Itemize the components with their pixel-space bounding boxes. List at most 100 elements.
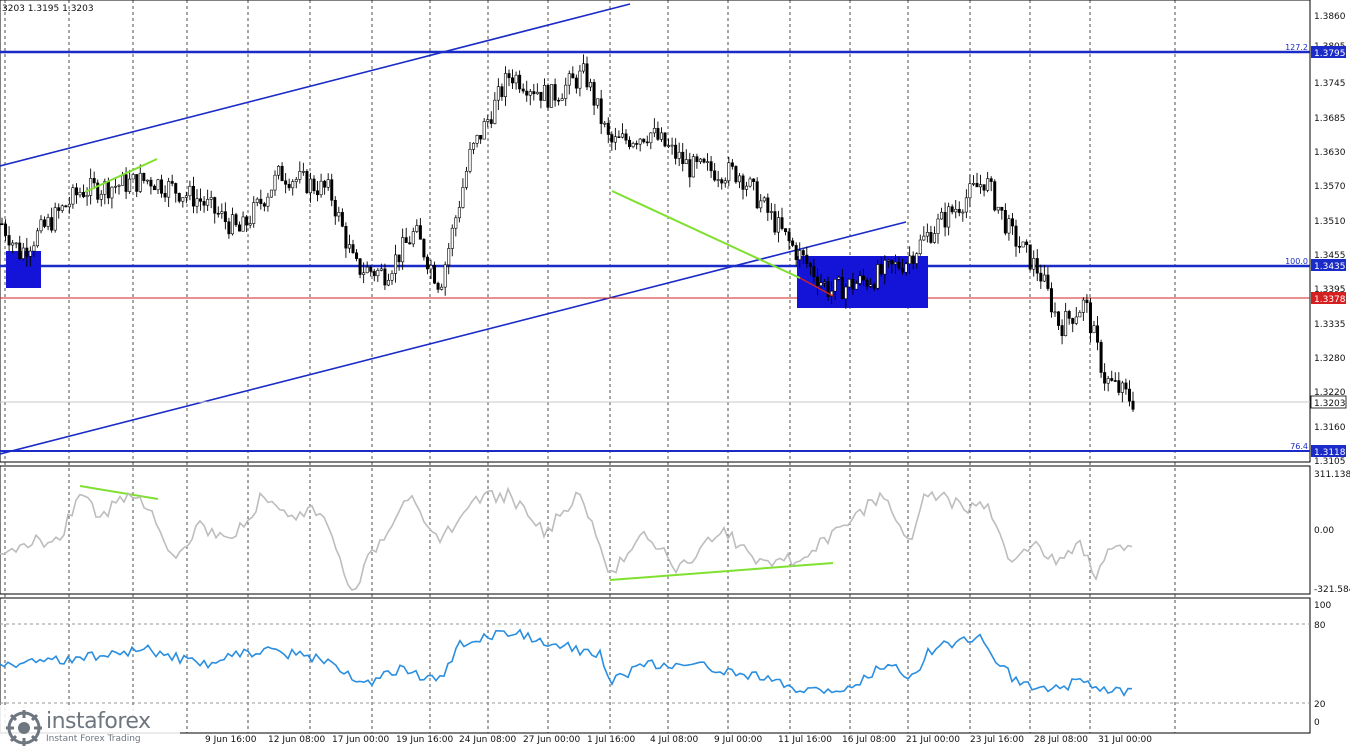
candle-body bbox=[776, 217, 780, 233]
candle-body bbox=[128, 178, 132, 192]
rsi-label-100: 100 bbox=[1314, 601, 1331, 611]
candle-body bbox=[791, 240, 795, 246]
candle-body bbox=[241, 216, 245, 232]
candle-body bbox=[142, 172, 146, 181]
candle-body bbox=[269, 189, 273, 198]
candle-body bbox=[780, 217, 784, 229]
candle-body bbox=[904, 263, 908, 273]
candle-body bbox=[454, 217, 458, 229]
candle-body bbox=[323, 180, 327, 188]
candle-body bbox=[408, 242, 412, 245]
candle-body bbox=[989, 178, 993, 182]
candle-body bbox=[99, 193, 103, 200]
candle-body bbox=[819, 282, 823, 286]
candle-body bbox=[156, 179, 160, 191]
candle-body bbox=[734, 166, 738, 183]
candle-body bbox=[766, 197, 770, 213]
candle-body bbox=[592, 82, 596, 106]
time-tick: 4 Jul 08:00 bbox=[650, 735, 699, 745]
candle-body bbox=[801, 250, 805, 256]
candle-body bbox=[691, 156, 695, 178]
candle-body bbox=[787, 231, 791, 242]
candle-body bbox=[60, 205, 64, 211]
candle-body bbox=[188, 185, 192, 197]
candle-body bbox=[748, 178, 752, 187]
candle-body bbox=[425, 256, 429, 270]
candle-body bbox=[546, 84, 550, 108]
candle-body bbox=[347, 244, 351, 249]
candle-body bbox=[521, 88, 525, 92]
candle-body bbox=[603, 122, 607, 125]
candle-body bbox=[461, 187, 465, 208]
candle-body bbox=[610, 134, 614, 143]
price-box-100 bbox=[1311, 259, 1346, 271]
candle-body bbox=[160, 179, 164, 194]
candle-body bbox=[659, 132, 663, 140]
rsi-label-80: 80 bbox=[1314, 621, 1326, 631]
candle-body bbox=[1018, 245, 1022, 248]
candle-body bbox=[1021, 241, 1025, 248]
candle-body bbox=[840, 276, 844, 300]
candle-body bbox=[199, 198, 203, 202]
candle-body bbox=[280, 165, 284, 182]
candle-body bbox=[390, 273, 394, 281]
candle-body bbox=[706, 161, 710, 163]
candle-body bbox=[667, 145, 671, 147]
candle-body bbox=[936, 218, 940, 234]
time-tick: 27 Jun 00:00 bbox=[523, 735, 580, 745]
price-box-text: 1.3378 bbox=[1314, 295, 1346, 305]
cci-line bbox=[0, 486, 1133, 591]
candle-body bbox=[617, 136, 621, 139]
price-tick: 1.3570 bbox=[1314, 182, 1346, 192]
candle-body bbox=[890, 259, 894, 265]
candle-body bbox=[82, 192, 86, 198]
candle-body bbox=[1106, 378, 1110, 384]
time-tick: 24 Jun 08:00 bbox=[459, 735, 516, 745]
candle-body bbox=[21, 247, 25, 259]
candle-body bbox=[798, 250, 802, 260]
candle-body bbox=[255, 198, 259, 203]
candle-body bbox=[762, 197, 766, 202]
price-tick: 1.3510 bbox=[1314, 217, 1346, 227]
candle-body bbox=[64, 205, 68, 208]
candle-body bbox=[344, 226, 348, 249]
candle-body bbox=[436, 282, 440, 290]
time-tick: 16 Jul 08:00 bbox=[842, 735, 896, 745]
candle-body bbox=[769, 211, 773, 213]
candle-body bbox=[117, 185, 121, 187]
candle-body bbox=[925, 232, 929, 237]
candle-body bbox=[947, 206, 951, 228]
candle-body bbox=[1131, 400, 1135, 410]
candle-body bbox=[252, 202, 256, 224]
candle-body bbox=[411, 231, 415, 245]
fib-label: 100.0 bbox=[1285, 257, 1308, 266]
candle-body bbox=[230, 214, 234, 235]
candle-body bbox=[557, 99, 561, 102]
candle-body bbox=[815, 276, 819, 286]
candle-body bbox=[635, 143, 639, 145]
candle-body bbox=[759, 200, 763, 209]
candle-body bbox=[216, 212, 220, 215]
candle-body bbox=[599, 98, 603, 124]
candle-body bbox=[1046, 274, 1050, 289]
candle-body bbox=[32, 245, 36, 252]
time-tick: 9 Jun 16:00 bbox=[205, 735, 257, 745]
candle-body bbox=[450, 227, 454, 249]
time-tick: 17 Jun 00:00 bbox=[332, 735, 389, 745]
candle-body bbox=[177, 192, 181, 202]
candle-body bbox=[560, 98, 564, 101]
candle-body bbox=[773, 211, 777, 233]
candle-body bbox=[482, 121, 486, 140]
cci-zero-label: 0.00 bbox=[1314, 526, 1334, 536]
candle-body bbox=[234, 214, 238, 226]
candles bbox=[0, 54, 1135, 412]
candle-body bbox=[553, 84, 557, 101]
candle-body bbox=[918, 239, 922, 255]
candle-body bbox=[1039, 272, 1043, 282]
candle-body bbox=[145, 179, 149, 182]
price-box-text: 1.3203 bbox=[1314, 399, 1346, 409]
candle-body bbox=[121, 174, 125, 186]
candle-body bbox=[298, 171, 302, 180]
candle-body bbox=[1088, 302, 1092, 334]
price-tick: 1.3335 bbox=[1314, 320, 1346, 330]
